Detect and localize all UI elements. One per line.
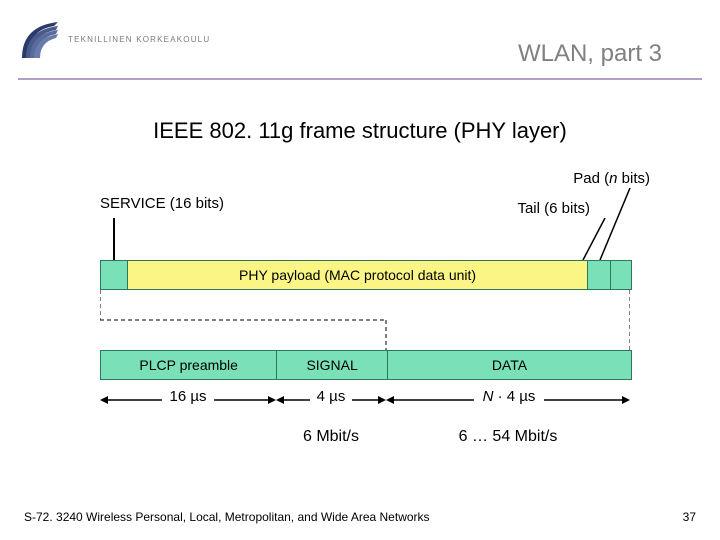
logo: TEKNILLINEN KORKEAKOULU [18,18,210,60]
header-rule [18,78,702,80]
tail-label: Tail (6 bits) [517,200,590,217]
slide-title: IEEE 802. 11g frame structure (PHY layer… [0,118,720,144]
university-logo-icon [18,18,60,60]
signal-seg: SIGNAL [277,351,388,379]
pad-label: Pad (n bits) [573,170,650,187]
slide-header: TEKNILLINEN KORKEAKOULU WLAN, part 3 [18,18,702,78]
timing-3: N · 4 µs [474,388,544,405]
header-title: WLAN, part 3 [518,40,662,68]
upper-diagram: SERVICE (16 bits) Pad (n bits) Tail (6 b… [100,170,630,290]
phy-payload-seg: PHY payload (MAC protocol data unit) [128,261,588,289]
rate-row: 6 Mbit/s 6 … 54 Mbit/s [100,428,630,448]
phy-service-seg [101,261,128,289]
timing-row: 16 µs 4 µs N · 4 µs [100,388,630,408]
tail-pointer [580,218,610,262]
rate-2: 6 … 54 Mbit/s [386,428,630,446]
footer-text: S-72. 3240 Wireless Personal, Local, Met… [24,510,430,524]
mapping-lines [100,290,630,352]
plcp-bar: PLCP preamble SIGNAL DATA [100,350,632,380]
plcp-preamble-seg: PLCP preamble [101,351,277,379]
phy-tail-seg [588,261,611,289]
phy-pad-seg [611,261,631,289]
page-number: 37 [683,510,696,524]
data-seg: DATA [388,351,631,379]
logo-text: TEKNILLINEN KORKEAKOULU [68,35,210,44]
footer: S-72. 3240 Wireless Personal, Local, Met… [24,510,696,524]
phy-payload-bar: PHY payload (MAC protocol data unit) [100,260,632,290]
service-pointer [113,218,115,260]
timing-2: 4 µs [310,388,352,405]
timing-1: 16 µs [162,388,214,405]
service-label: SERVICE (16 bits) [100,195,224,212]
rate-1: 6 Mbit/s [276,428,386,446]
